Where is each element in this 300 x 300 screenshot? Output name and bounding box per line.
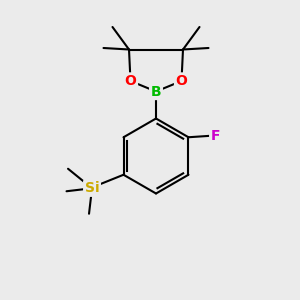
Text: B: B <box>151 85 161 98</box>
Text: F: F <box>211 129 220 143</box>
Text: Si: Si <box>85 181 99 195</box>
Text: O: O <box>176 74 188 88</box>
Text: O: O <box>124 74 136 88</box>
